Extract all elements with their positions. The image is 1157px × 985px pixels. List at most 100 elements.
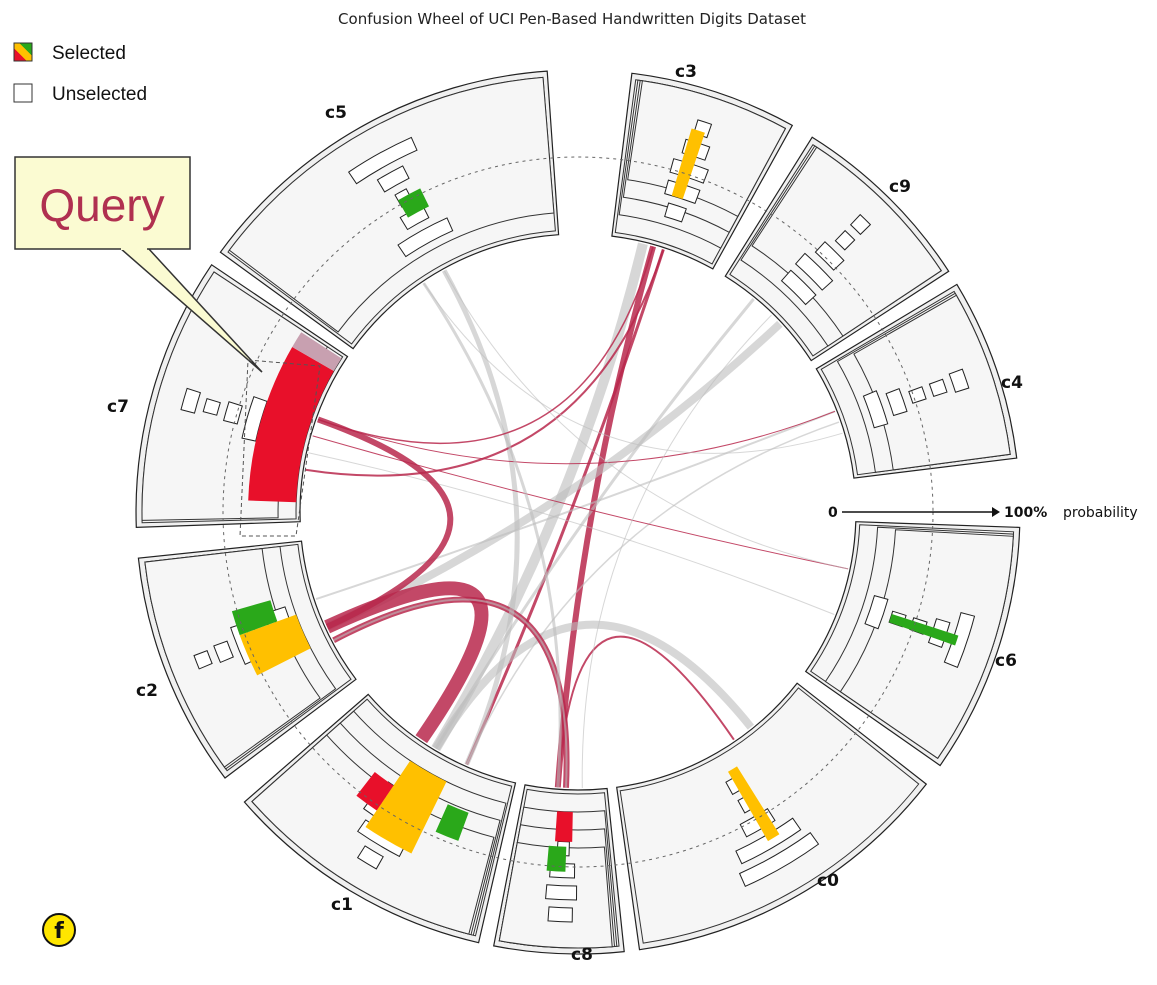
- histogram-bin: [738, 832, 820, 887]
- legend: Selected Unselected: [13, 42, 147, 105]
- selected-segment: [365, 760, 447, 854]
- chord-c2-c7: [316, 416, 454, 630]
- histogram-bin: [780, 269, 817, 306]
- sector-c0[interactable]: [616, 682, 928, 951]
- chord-c3-c7: [317, 246, 654, 445]
- histogram-bin: [397, 217, 454, 258]
- histogram-bin: [356, 845, 384, 870]
- class-label-c1: c1: [331, 895, 353, 915]
- histogram-bin: [376, 165, 410, 193]
- figure-badge: f: [42, 913, 76, 947]
- histogram-bin: [862, 390, 889, 429]
- legend-selected-swatch: [13, 42, 33, 62]
- class-label-c6: c6: [995, 651, 1017, 671]
- query-text: Query: [39, 179, 164, 231]
- histogram-bin: [864, 594, 889, 630]
- chord-c7-c4: [317, 410, 836, 465]
- badge-text: f: [54, 919, 64, 944]
- histogram-bin: [222, 401, 243, 425]
- scale-zero-label: 0: [828, 505, 838, 521]
- scale-unit-label: probability: [1063, 505, 1138, 521]
- histogram-bin: [928, 378, 948, 398]
- legend-unselected-label: Unselected: [52, 84, 147, 105]
- histogram-bin: [545, 884, 578, 901]
- chart-title: Confusion Wheel of UCI Pen-Based Handwri…: [338, 10, 806, 28]
- sector-c5[interactable]: [219, 70, 560, 350]
- query-dashed-outline: [239, 359, 321, 537]
- histogram-bin: [948, 368, 970, 393]
- histogram-bin: [664, 202, 687, 223]
- sector-c4[interactable]: [815, 283, 1018, 479]
- class-label-c3: c3: [675, 62, 697, 82]
- histogram-bin: [943, 611, 976, 669]
- chord-c2-c8: [333, 598, 568, 788]
- chord-c9-c1: [434, 298, 755, 750]
- query-highlight: [239, 359, 321, 537]
- probability-scale: 0 100% probability: [828, 505, 1138, 521]
- histogram-bin: [213, 640, 234, 664]
- histogram-bin: [814, 241, 845, 271]
- class-label-c2: c2: [136, 681, 158, 701]
- scale-max-label: 100%: [1004, 505, 1047, 521]
- lane-c6: [839, 529, 1014, 759]
- histogram-bin: [202, 397, 221, 416]
- selected-segment: [292, 332, 342, 371]
- class-label-c9: c9: [889, 177, 911, 197]
- query-callout[interactable]: Query: [14, 156, 263, 373]
- selected-segment: [231, 600, 278, 636]
- chord-c6-c7: [308, 452, 835, 615]
- sector-c3[interactable]: [611, 72, 794, 270]
- sector-c2[interactable]: [137, 540, 357, 779]
- histogram-bin: [794, 252, 834, 291]
- class-label-c0: c0: [817, 871, 839, 891]
- selected-segment: [248, 347, 334, 503]
- selected-segment: [889, 614, 959, 646]
- chord-c9-c8: [581, 314, 772, 789]
- legend-unselected-swatch: [13, 83, 33, 103]
- selected-segment: [728, 766, 780, 842]
- selected-segment: [555, 811, 573, 842]
- scale-arrowhead: [992, 507, 1000, 517]
- histogram-bin: [908, 386, 927, 404]
- selected-segment: [435, 804, 469, 841]
- chord-c1-c2: [324, 581, 489, 744]
- badge-circle: [42, 913, 76, 947]
- callout-joint: [121, 246, 147, 250]
- class-sectors: [135, 70, 1021, 955]
- class-label-c5: c5: [325, 103, 347, 123]
- legend-selected-label: Selected: [52, 43, 126, 64]
- chord-c3-c1: [431, 242, 648, 752]
- chord-c7-c6: [312, 435, 849, 570]
- histogram-bin: [180, 387, 202, 414]
- histogram-bin: [348, 136, 418, 185]
- chord-c4-c2: [315, 410, 836, 601]
- sector-c6[interactable]: [804, 521, 1021, 767]
- histogram-bin: [735, 817, 802, 865]
- chord-c0-c1: [432, 620, 755, 751]
- chord-c4-c1: [465, 421, 840, 765]
- selected-segment: [671, 128, 705, 200]
- selected-segment: [398, 188, 429, 218]
- callout-box: [14, 156, 191, 250]
- selected-segment: [546, 845, 567, 872]
- chord-c5-c8: [422, 282, 562, 788]
- chord-c4-c5: [423, 282, 843, 454]
- class-labels: c3 c9 c4 c6 c0 c8 c1 c2 c7 c5: [107, 62, 1023, 965]
- chord-c5-c6: [443, 270, 849, 570]
- histogram-bin: [834, 229, 856, 251]
- chord-c7-c3: [305, 249, 665, 477]
- sector-c9[interactable]: [724, 136, 950, 362]
- selected-segment: [356, 772, 394, 811]
- histogram-bin: [849, 213, 872, 236]
- histogram-bin: [885, 388, 908, 417]
- confusion-chords: [305, 242, 849, 789]
- selected-segment: [239, 614, 311, 676]
- chord-c1-c5: [442, 269, 520, 766]
- lane-c4: [853, 294, 1011, 471]
- lane-c5: [228, 76, 555, 333]
- class-label-c8: c8: [571, 945, 593, 965]
- histogram-bin: [547, 906, 573, 923]
- class-label-c4: c4: [1001, 373, 1023, 393]
- class-label-c7: c7: [107, 397, 129, 417]
